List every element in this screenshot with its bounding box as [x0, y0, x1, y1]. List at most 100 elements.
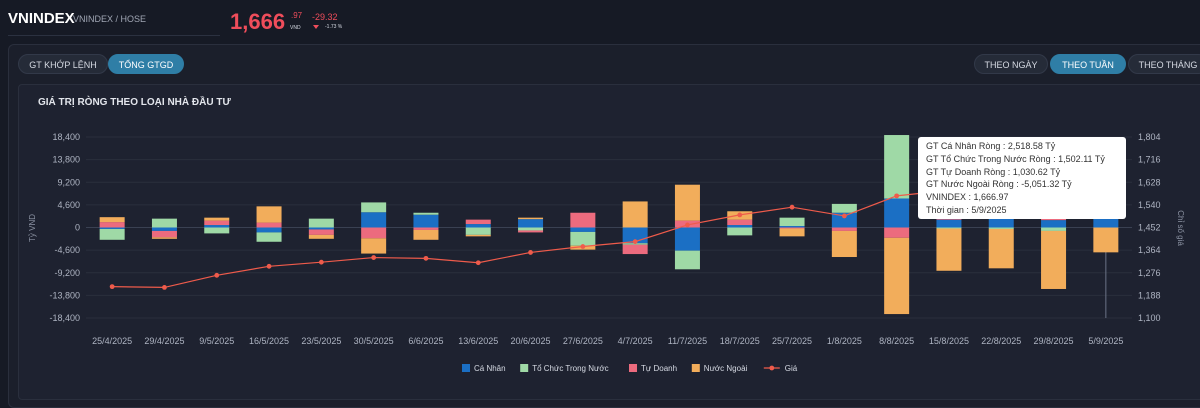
bar-segment — [831, 212, 857, 228]
x-tick-label: 18/7/2025 — [720, 336, 760, 346]
x-tick-label: 6/6/2025 — [408, 336, 443, 346]
bar-segment — [1041, 218, 1067, 221]
tooltip-foreign-line: GT Nước Ngoài Ròng : -5,051.32 Tỷ — [926, 179, 1072, 190]
x-tick-label: 1/8/2025 — [827, 336, 862, 346]
bar-segment — [151, 230, 177, 238]
y-tick-label: -13,800 — [49, 290, 80, 300]
price-point — [528, 250, 533, 255]
bar-segment — [151, 218, 177, 228]
bar-segment — [884, 198, 910, 228]
y2-tick-label: 1,804 — [1138, 132, 1161, 142]
down-arrow-icon — [313, 25, 319, 29]
bar-segment — [622, 244, 648, 255]
price-point — [266, 263, 272, 269]
exchange-label: VNINDEX / HOSE — [73, 14, 147, 24]
price-point — [580, 244, 586, 249]
bar-segment — [465, 224, 491, 228]
tab-by-day[interactable]: THEO NGÀY — [974, 54, 1048, 74]
x-tick-label: 16/5/2025 — [249, 336, 289, 346]
bar-segment — [570, 227, 596, 232]
tooltip-institution-line: GT Tổ Chức Trong Nước Ròng : 1,502.11 Tỷ — [926, 153, 1105, 164]
y-axis-title: Tỷ VND — [28, 214, 37, 242]
price-point — [318, 259, 324, 265]
y-tick-label: 13,800 — [52, 155, 80, 165]
bar-segment — [936, 228, 962, 271]
legend-line-dot — [769, 365, 775, 371]
bar-segment — [256, 222, 282, 228]
x-tick-label: 5/9/2025 — [1088, 336, 1123, 346]
y-tick-label: -18,400 — [49, 313, 80, 323]
bar-segment — [361, 212, 387, 228]
bar-segment — [256, 227, 282, 233]
tooltip-proprietary-line: GT Tự Doanh Ròng : 1,030.62 Tỷ — [926, 166, 1061, 177]
chart-title: GIÁ TRỊ RÒNG THEO LOẠI NHÀ ĐẦU TƯ — [38, 97, 231, 108]
price-point — [789, 204, 795, 210]
bar-segment — [361, 202, 387, 213]
legend-label: Tổ Chức Trong Nước — [532, 364, 608, 373]
x-tick-label: 29/4/2025 — [144, 336, 184, 346]
y2-tick-label: 1,276 — [1138, 268, 1161, 278]
bar-segment — [308, 227, 334, 230]
symbol-title: VNINDEX — [8, 10, 75, 27]
x-tick-label: 22/8/2025 — [981, 336, 1021, 346]
bar-segment — [988, 228, 1014, 269]
bar-segment — [779, 217, 805, 227]
bar-segment — [518, 217, 544, 220]
tab-by-month[interactable]: THEO THÁNG — [1128, 54, 1200, 74]
price-point — [371, 255, 377, 260]
price-decimal: .97 — [291, 11, 303, 20]
bar-segment — [361, 238, 387, 254]
y2-tick-label: 1,628 — [1138, 177, 1161, 187]
price-point — [109, 284, 115, 290]
bar-segment — [622, 201, 648, 228]
bar-segment — [831, 230, 857, 258]
x-tick-label: 8/8/2025 — [879, 336, 914, 346]
price-point — [685, 222, 690, 228]
x-tick-label: 20/6/2025 — [511, 336, 551, 346]
tab-by-week[interactable]: THEO TUẦN — [1050, 54, 1126, 74]
legend-swatch — [520, 364, 529, 372]
bar-segment — [204, 225, 230, 228]
bar-segment — [674, 184, 700, 221]
bar-segment — [570, 212, 596, 228]
tab-total-value[interactable]: TỔNG GTGD — [108, 54, 184, 74]
bar-segment — [1041, 227, 1067, 231]
bar-segment — [308, 234, 334, 239]
legend-label: Cá Nhân — [474, 364, 506, 373]
bar-segment — [884, 227, 910, 238]
bar-segment — [465, 234, 491, 237]
x-tick-label: 4/7/2025 — [618, 336, 653, 346]
tooltip-index-line: VNINDEX : 1,666.97 — [926, 192, 1009, 203]
tab-matched-value[interactable]: GT KHỚP LỆNH — [18, 54, 108, 74]
bar-segment — [779, 227, 805, 229]
x-tick-label: 13/6/2025 — [458, 336, 498, 346]
tooltip-retail-line: GT Cá Nhân Ròng : 2,518.58 Tỷ — [926, 141, 1056, 151]
bar-segment — [413, 214, 439, 228]
bar-segment — [204, 227, 230, 234]
bar-segment — [99, 228, 125, 240]
legend-label: Giá — [785, 364, 798, 373]
price-point — [214, 272, 220, 278]
bar-segment — [465, 227, 491, 235]
y-tick-label: 18,400 — [52, 132, 80, 142]
legend-swatch — [629, 364, 637, 372]
bar-segment — [256, 206, 282, 223]
price-point — [632, 239, 638, 245]
x-tick-label: 30/5/2025 — [354, 336, 394, 346]
bar-segment — [413, 227, 439, 230]
chart-tooltip: GT Cá Nhân Ròng : 2,518.58 Tỷ GT Tổ Chức… — [918, 137, 1126, 219]
bar-segment — [988, 227, 1014, 229]
y-tick-label: 4,600 — [57, 200, 80, 210]
bar-segment — [518, 227, 544, 231]
header-bar: VNINDEX VNINDEX / HOSE 1,666 .97 VND -29… — [0, 0, 1200, 40]
x-tick-label: 29/8/2025 — [1034, 336, 1074, 346]
bar-segment — [779, 226, 805, 228]
x-tick-label: 25/7/2025 — [772, 336, 812, 346]
bar-segment — [674, 250, 700, 270]
bar-segment — [518, 219, 544, 228]
y-tick-label: -4,600 — [54, 245, 80, 255]
y2-tick-label: 1,540 — [1138, 200, 1161, 210]
bar-segment — [99, 222, 125, 228]
tooltip-time-line: Thời gian : 5/9/2025 — [926, 204, 1007, 215]
bar-segment — [308, 229, 334, 235]
